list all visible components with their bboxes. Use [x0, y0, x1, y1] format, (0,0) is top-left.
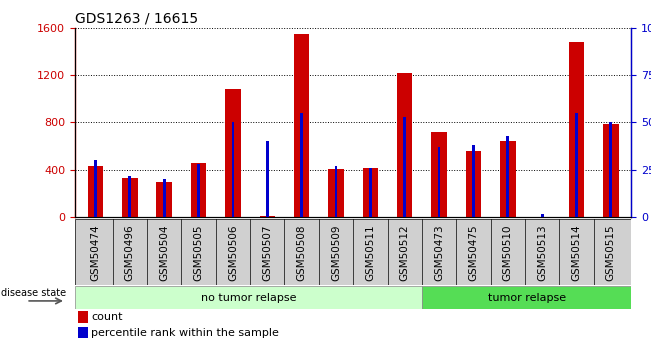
Text: GSM50508: GSM50508 — [297, 224, 307, 281]
Bar — [465, 151, 481, 217]
Bar — [422, 286, 631, 309]
Bar — [603, 124, 618, 217]
Bar — [232, 122, 234, 217]
Text: GSM50509: GSM50509 — [331, 224, 341, 281]
Text: GSM50505: GSM50505 — [193, 224, 204, 281]
Bar — [294, 33, 309, 217]
Bar — [260, 216, 275, 217]
Text: GSM50475: GSM50475 — [469, 224, 478, 281]
Bar — [300, 113, 303, 217]
Bar — [569, 42, 584, 217]
Bar — [335, 166, 337, 217]
Bar — [75, 286, 422, 309]
Bar — [163, 179, 165, 217]
Bar — [609, 122, 612, 217]
Bar — [156, 182, 172, 217]
Bar — [225, 89, 241, 217]
Bar — [328, 169, 344, 217]
Bar — [541, 214, 544, 217]
Bar — [575, 113, 578, 217]
Text: GSM50474: GSM50474 — [90, 224, 100, 281]
Text: GSM50507: GSM50507 — [262, 224, 272, 281]
Text: GSM50515: GSM50515 — [606, 224, 616, 281]
Text: GSM50506: GSM50506 — [228, 224, 238, 281]
Bar — [122, 178, 137, 217]
Bar — [500, 141, 516, 217]
Text: GSM50511: GSM50511 — [365, 224, 376, 281]
Text: disease state: disease state — [1, 288, 66, 298]
Text: GSM50473: GSM50473 — [434, 224, 444, 281]
Bar — [128, 176, 132, 217]
Text: GSM50496: GSM50496 — [125, 224, 135, 281]
Text: tumor relapse: tumor relapse — [488, 293, 566, 303]
Bar — [472, 145, 475, 217]
Text: GSM50514: GSM50514 — [572, 224, 581, 281]
Bar — [432, 132, 447, 217]
Bar — [397, 73, 413, 217]
Text: GSM50510: GSM50510 — [503, 224, 513, 281]
Bar — [363, 168, 378, 217]
Bar — [191, 163, 206, 217]
Text: count: count — [91, 312, 122, 322]
Bar — [88, 166, 104, 217]
Bar — [506, 136, 509, 217]
Bar — [78, 311, 87, 323]
Bar — [437, 147, 441, 217]
Bar — [94, 160, 97, 217]
Text: no tumor relapse: no tumor relapse — [201, 293, 296, 303]
Text: GSM50504: GSM50504 — [159, 224, 169, 281]
Text: GSM50513: GSM50513 — [537, 224, 547, 281]
Text: GDS1263 / 16615: GDS1263 / 16615 — [75, 11, 198, 25]
Bar — [266, 141, 269, 217]
Bar — [404, 117, 406, 217]
Bar — [369, 168, 372, 217]
Text: GSM50512: GSM50512 — [400, 224, 409, 281]
Bar — [197, 164, 200, 217]
Bar — [78, 327, 87, 338]
Text: percentile rank within the sample: percentile rank within the sample — [91, 328, 279, 338]
